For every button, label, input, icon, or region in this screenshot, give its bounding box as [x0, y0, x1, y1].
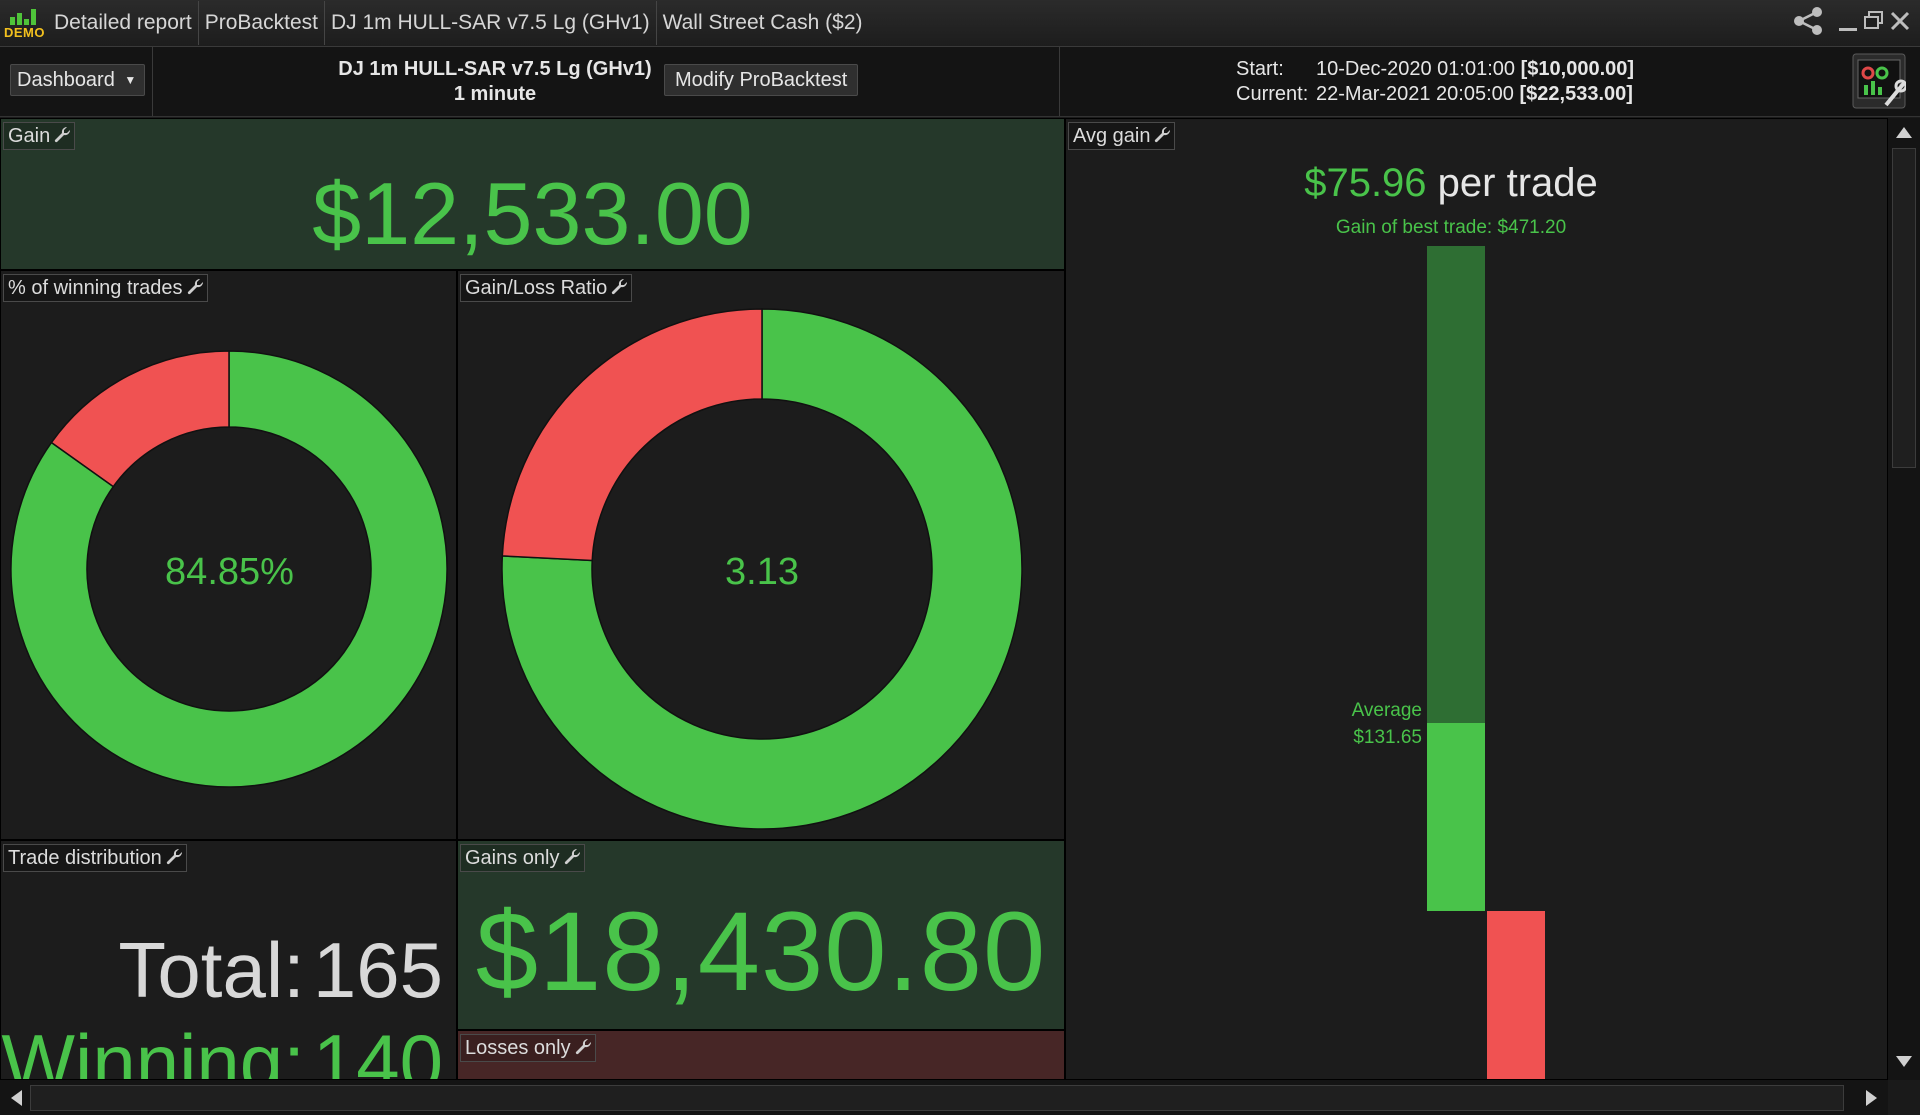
total-trades: Total: 165: [1, 925, 443, 1016]
wrench-icon[interactable]: [564, 847, 580, 865]
close-icon[interactable]: [1888, 6, 1912, 38]
donut-winning-segment: [10, 350, 448, 788]
avg-gain-value: $75.96: [1304, 161, 1427, 205]
gain-loss-ratio-title[interactable]: Gain/Loss Ratio: [460, 274, 633, 302]
gain-widget: Gain $12,533.00: [0, 118, 1065, 270]
donut-losing-segment: [50, 350, 230, 488]
total-label: Total:: [118, 926, 305, 1014]
best-trade-label: Gain of best trade: $471.20: [1335, 217, 1567, 238]
loss-bar: [1487, 911, 1545, 1079]
average-value: $131.65: [1353, 727, 1422, 748]
horizontal-scroll-thumb[interactable]: [30, 1085, 1844, 1111]
total-value: 165: [312, 926, 443, 1014]
toolbar: Dashboard ▼ DJ 1m HULL-SAR v7.5 Lg (GHv1…: [0, 47, 1920, 117]
dashboard-settings-icon[interactable]: [1852, 53, 1908, 109]
horizontal-scrollbar[interactable]: [0, 1080, 1888, 1115]
winning-trades-title[interactable]: % of winning trades: [3, 274, 208, 302]
avg-gain-headline: $75.96 per trade: [1066, 161, 1836, 206]
donut-loss-segment: [501, 308, 763, 562]
modify-probacktest-button[interactable]: Modify ProBacktest: [664, 64, 859, 96]
dashboard-dropdown[interactable]: Dashboard ▼: [10, 64, 146, 96]
losses-only-title[interactable]: Losses only: [460, 1034, 596, 1062]
average-gain-bar: [1427, 723, 1485, 911]
restore-icon[interactable]: [1862, 6, 1886, 38]
winning-value: 140: [312, 1018, 443, 1080]
timeframe: 1 minute: [453, 83, 537, 105]
wrench-icon[interactable]: [187, 277, 203, 295]
gain-title[interactable]: Gain: [3, 122, 76, 150]
wrench-icon[interactable]: [166, 847, 182, 865]
gain-loss-ratio-widget: Gain/Loss Ratio 3.13: [457, 270, 1065, 840]
minimize-icon[interactable]: [1836, 6, 1860, 38]
tab-probacktest[interactable]: ProBacktest: [199, 1, 325, 45]
avg-gain-suffix: per trade: [1437, 161, 1598, 205]
winning-pct-value: 84.85%: [165, 551, 294, 593]
wrench-icon[interactable]: [575, 1037, 591, 1055]
scroll-left-icon[interactable]: [6, 1086, 28, 1110]
donut-gain-segment: [501, 308, 1023, 830]
avg-gain-title[interactable]: Avg gain: [1068, 122, 1176, 150]
wrench-icon[interactable]: [54, 125, 71, 143]
scroll-up-icon[interactable]: [1892, 122, 1916, 144]
gains-only-value: $18,430.80: [475, 889, 1047, 1014]
gain-value: $12,533.00: [312, 164, 753, 263]
start-label: Start:: [1236, 58, 1284, 80]
wrench-icon[interactable]: [611, 277, 628, 295]
winning-trades-donut: [10, 350, 448, 788]
tab-instrument[interactable]: Wall Street Cash ($2): [662, 11, 863, 34]
dashboard-label: Dashboard: [17, 69, 115, 91]
vertical-scrollbar[interactable]: [1888, 118, 1920, 1080]
winning-trades-widget: % of winning trades 84.85%: [0, 270, 457, 840]
gains-only-title[interactable]: Gains only: [460, 844, 585, 872]
average-label: Average: [1351, 700, 1422, 721]
tab-strategy[interactable]: DJ 1m HULL-SAR v7.5 Lg (GHv1): [325, 1, 657, 45]
losses-only-widget: Losses only: [457, 1030, 1065, 1080]
tab-detailed-report[interactable]: Detailed report: [48, 1, 199, 45]
gain-loss-ratio-value: 3.13: [725, 551, 799, 593]
scroll-corner: [1888, 1080, 1920, 1115]
trade-distribution-widget: Trade distribution Total: 165 Winning: 140: [0, 840, 457, 1080]
scroll-down-icon[interactable]: [1892, 1050, 1916, 1072]
current-date: 22-Mar-2021 20:05:00 [$22,533.00]: [1316, 83, 1633, 105]
strategy-name: DJ 1m HULL-SAR v7.5 Lg (GHv1): [338, 58, 652, 80]
wrench-icon[interactable]: [1154, 125, 1171, 143]
winning-label: Winning:: [1, 1018, 305, 1080]
trade-distribution-title[interactable]: Trade distribution: [3, 844, 187, 872]
winning-trades: Winning: 140: [1, 1017, 443, 1080]
chevron-down-icon: ▼: [124, 73, 137, 87]
title-bar: DEMO Detailed report ProBacktest DJ 1m H…: [0, 0, 1920, 47]
current-capital: [$22,533.00]: [1519, 83, 1633, 105]
demo-logo: DEMO: [0, 1, 48, 45]
best-trade-bar: [1427, 246, 1485, 723]
current-label: Current:: [1236, 83, 1309, 105]
start-capital: [$10,000.00]: [1520, 58, 1635, 80]
avg-gain-widget: Avg gain $75.96 per trade Gain of best t…: [1065, 118, 1888, 1080]
gains-only-widget: Gains only $18,430.80: [457, 840, 1065, 1030]
start-date: 10-Dec-2020 01:01:00 [$10,000.00]: [1316, 58, 1635, 80]
average-annotation: Average $131.65: [1302, 697, 1422, 751]
share-icon[interactable]: [1790, 6, 1826, 38]
scroll-right-icon[interactable]: [1860, 1086, 1882, 1110]
vertical-scroll-thumb[interactable]: [1892, 148, 1916, 468]
strategy-info: DJ 1m HULL-SAR v7.5 Lg (GHv1) 1 minute: [300, 57, 690, 107]
gain-loss-donut: [501, 308, 1023, 830]
